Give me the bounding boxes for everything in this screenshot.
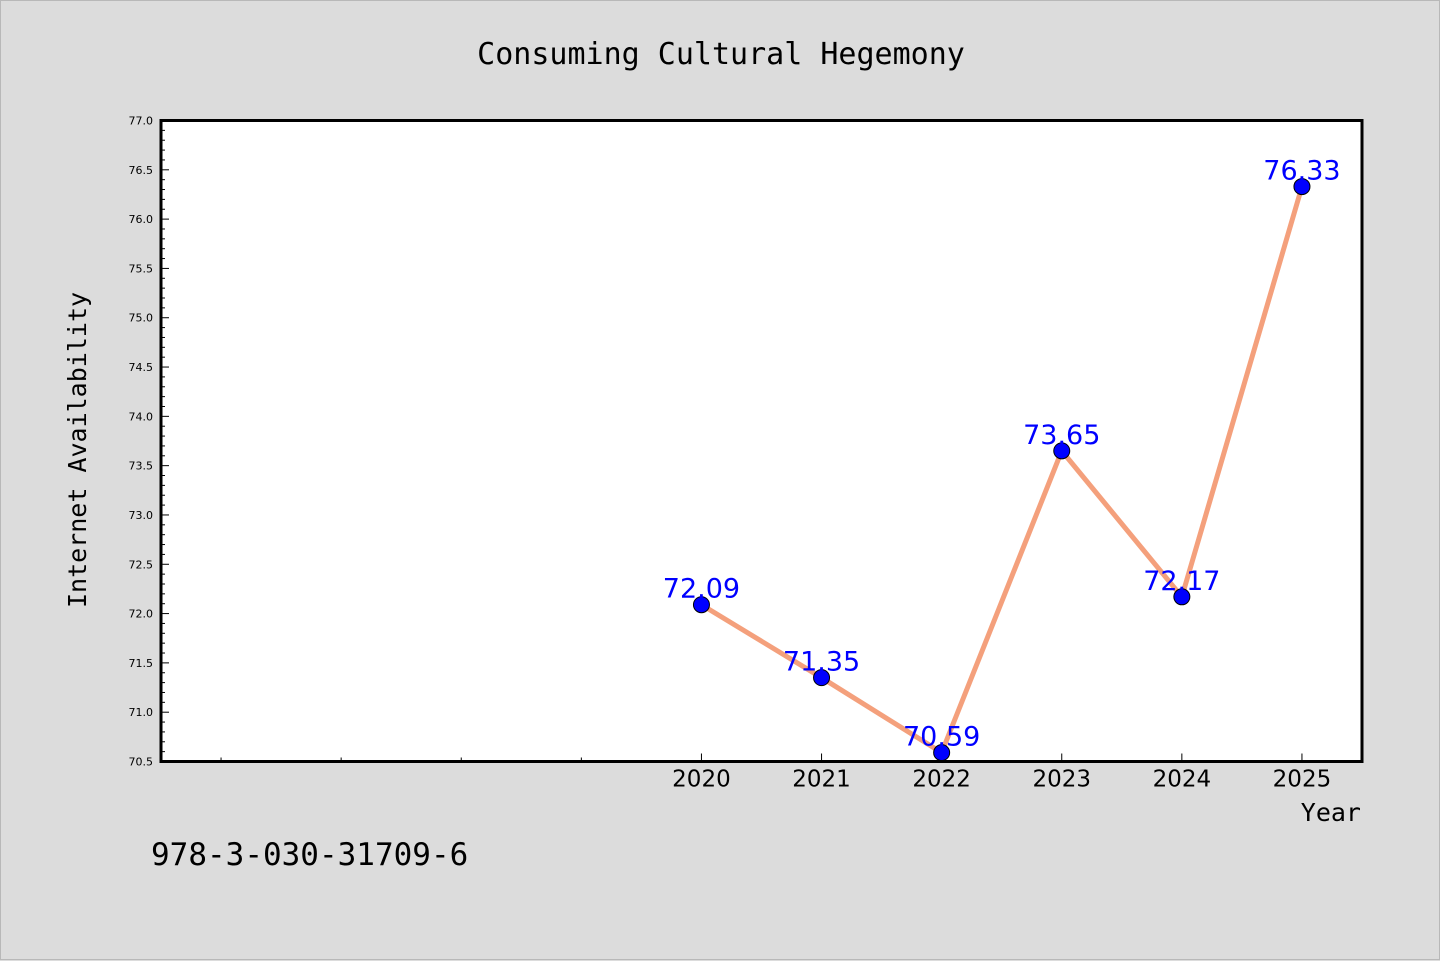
y-tick-label: 74.0 <box>129 410 154 423</box>
x-tick-label: 2021 <box>792 767 851 793</box>
x-tick-label: 2022 <box>912 767 971 793</box>
x-axis-label: Year <box>1301 798 1361 827</box>
y-tick-label: 72.0 <box>129 608 154 621</box>
data-label: 73.65 <box>1023 420 1100 451</box>
data-point <box>1293 178 1311 196</box>
data-label: 72.17 <box>1143 566 1220 597</box>
x-axis-ticks: 2020 2021 2022 2023 2024 2025 <box>220 753 1332 793</box>
x-tick-label: 2020 <box>672 767 731 793</box>
data-point <box>813 669 831 687</box>
x-tick-label: 2024 <box>1153 767 1212 793</box>
data-point <box>692 596 710 614</box>
y-tick-label: 71.5 <box>129 657 154 670</box>
y-tick-label: 77.0 <box>129 115 154 128</box>
y-tick-label: 76.5 <box>129 164 154 177</box>
y-tick-label: 76.0 <box>129 213 154 226</box>
y-tick-label: 74.5 <box>129 361 154 374</box>
y-tick-label: 71.0 <box>129 706 154 719</box>
y-tick-label: 75.0 <box>129 312 154 325</box>
y-tick-label: 70.5 <box>129 756 154 769</box>
data-point <box>1173 588 1191 606</box>
data-label: 72.09 <box>663 574 740 605</box>
plot-area <box>161 120 1362 762</box>
x-tick-label: 2025 <box>1273 767 1332 793</box>
y-tick-label: 73.5 <box>129 460 154 473</box>
plot-frame <box>159 119 1364 763</box>
y-tick-label: 75.5 <box>129 262 154 275</box>
y-axis-label: Internet Availability <box>63 292 92 608</box>
data-point <box>1053 442 1071 460</box>
y-axis-ticks: 70.5 71.0 71.5 72.0 72.5 73.0 73.5 74.0 74.5 75.0… <box>129 115 169 769</box>
y-tick-label: 73.0 <box>129 509 154 522</box>
data-label: 70.59 <box>903 722 980 753</box>
data-labels: 72.09 71.35 70.59 73.65 72.17 76.33 <box>663 156 1341 753</box>
y-tick-label: 72.5 <box>129 558 154 571</box>
series-line <box>698 184 1305 756</box>
series-layer <box>692 178 1311 762</box>
x-tick-label: 2023 <box>1032 767 1091 793</box>
footer-code: 978-3-030-31709-6 <box>151 837 468 873</box>
chart-title: Consuming Cultural Hegemony <box>477 37 965 72</box>
data-label: 76.33 <box>1263 156 1340 187</box>
data-label: 71.35 <box>783 647 860 678</box>
